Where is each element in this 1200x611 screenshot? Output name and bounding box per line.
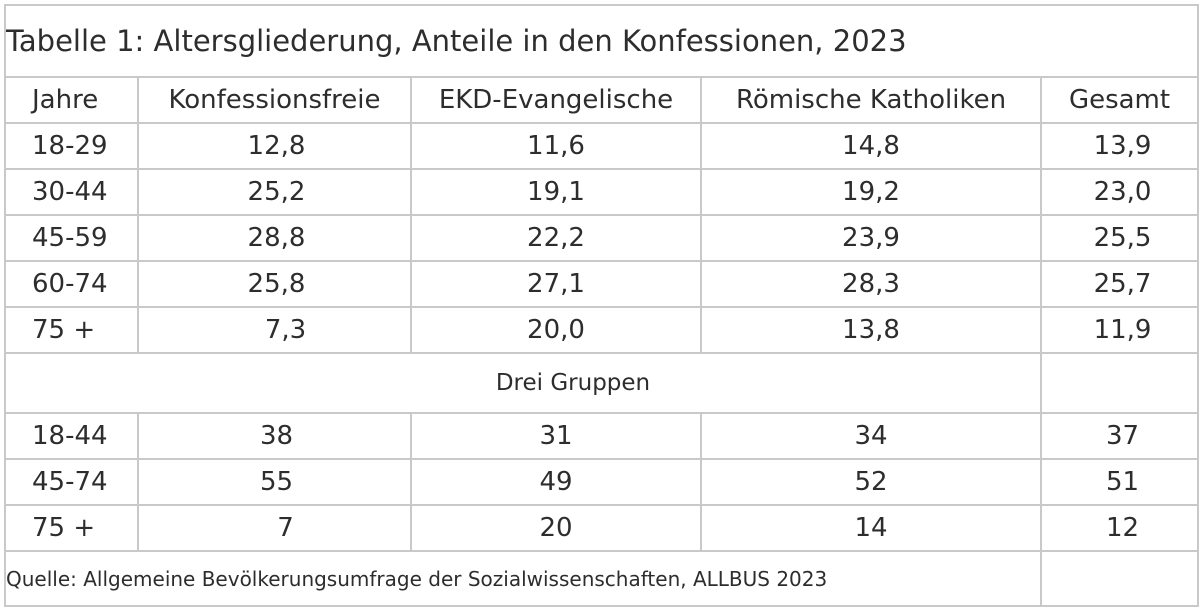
table-row: 18-44 38 31 34 37	[4, 412, 1200, 460]
row-label: 30-44	[4, 168, 139, 216]
group-header-row: Drei Gruppen	[4, 352, 1200, 414]
table-cell: 28,8	[137, 214, 412, 262]
table-cell: 12,8	[137, 122, 412, 170]
table-cell: 28,3	[700, 260, 1042, 308]
header-cell-roemische-katholiken: Römische Katholiken	[700, 76, 1042, 124]
table-cell: 25,8	[137, 260, 412, 308]
table-cell: 12	[1039, 504, 1200, 552]
table-cell: 11,9	[1039, 306, 1200, 354]
table-row: 75 + 7 20 14 12	[4, 504, 1200, 552]
source-row: Quelle: Allgemeine Bevölkerungsumfrage d…	[4, 550, 1200, 607]
table-cell: 20	[410, 504, 702, 552]
table-cell: 31	[410, 412, 702, 460]
row-label: 45-59	[4, 214, 139, 262]
table-cell: 37	[1039, 412, 1200, 460]
table-cell: 7,3	[137, 306, 412, 354]
table-cell: 34	[700, 412, 1042, 460]
table-cell: 51	[1039, 458, 1200, 506]
header-row: Jahre Konfessionsfreie EKD-Evangelische …	[4, 76, 1200, 124]
table-cell: 22,2	[410, 214, 702, 262]
empty-cell	[1039, 352, 1200, 414]
table-cell: 52	[700, 458, 1042, 506]
age-structure-table: Tabelle 1: Altersgliederung, Anteile in …	[3, 4, 1200, 607]
table-cell: 25,7	[1039, 260, 1200, 308]
table-cell: 23,9	[700, 214, 1042, 262]
source-note: Quelle: Allgemeine Bevölkerungsumfrage d…	[4, 550, 1042, 607]
table-row: 30-44 25,2 19,1 19,2 23,0	[4, 168, 1200, 216]
row-label: 75 +	[4, 306, 139, 354]
table-cell: 14,8	[700, 122, 1042, 170]
row-label: 18-44	[4, 412, 139, 460]
table-cell: 23,0	[1039, 168, 1200, 216]
table-row: 45-59 28,8 22,2 23,9 25,5	[4, 214, 1200, 262]
table-cell: 13,9	[1039, 122, 1200, 170]
table-cell: 20,0	[410, 306, 702, 354]
table-cell: 19,1	[410, 168, 702, 216]
group-label: Drei Gruppen	[4, 352, 1042, 414]
table-row: 45-74 55 49 52 51	[4, 458, 1200, 506]
title-row: Tabelle 1: Altersgliederung, Anteile in …	[3, 4, 1200, 78]
row-label: 18-29	[4, 122, 139, 170]
table-cell: 19,2	[700, 168, 1042, 216]
table-cell: 25,5	[1039, 214, 1200, 262]
table-cell: 49	[410, 458, 702, 506]
empty-cell	[1039, 550, 1200, 607]
row-label: 60-74	[4, 260, 139, 308]
table-cell: 25,2	[137, 168, 412, 216]
table-row: 60-74 25,8 27,1 28,3 25,7	[4, 260, 1200, 308]
row-label: 45-74	[4, 458, 139, 506]
header-cell-konfessionsfreie: Konfessionsfreie	[137, 76, 412, 124]
table-container: Tabelle 1: Altersgliederung, Anteile in …	[3, 4, 1200, 607]
table-cell: 38	[137, 412, 412, 460]
table-row: 75 + 7,3 20,0 13,8 11,9	[4, 306, 1200, 354]
table-title: Tabelle 1: Altersgliederung, Anteile in …	[3, 4, 1200, 78]
table-cell: 27,1	[410, 260, 702, 308]
header-cell-jahre: Jahre	[4, 76, 139, 124]
table-cell: 13,8	[700, 306, 1042, 354]
table-cell: 11,6	[410, 122, 702, 170]
header-cell-gesamt: Gesamt	[1039, 76, 1200, 124]
table-cell: 7	[137, 504, 412, 552]
table-cell: 14	[700, 504, 1042, 552]
table-cell: 55	[137, 458, 412, 506]
table-row: 18-29 12,8 11,6 14,8 13,9	[4, 122, 1200, 170]
header-cell-ekd-evangelische: EKD-Evangelische	[410, 76, 702, 124]
row-label: 75 +	[4, 504, 139, 552]
